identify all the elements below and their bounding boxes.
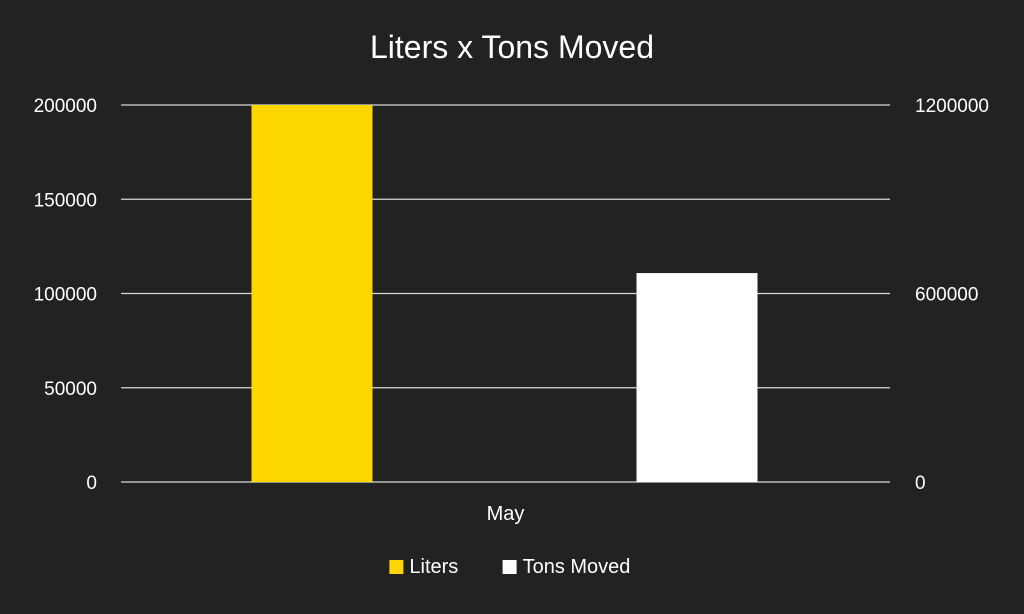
legend-swatch-liters	[389, 560, 404, 574]
x-category-label: May	[487, 503, 525, 525]
primary-y-tick-label: 100000	[34, 285, 97, 306]
bars	[251, 105, 758, 482]
legend-label-liters: Liters	[409, 556, 458, 578]
legend: Liters Tons Moved	[389, 556, 630, 578]
chart-title: Liters x Tons Moved	[370, 29, 654, 65]
bar-liters	[251, 105, 373, 482]
legend-label-tons-moved: Tons Moved	[523, 556, 631, 578]
primary-y-axis-ticks: 0 50000 100000 150000 200000	[34, 96, 97, 494]
primary-y-tick-label: 0	[86, 473, 97, 494]
primary-y-tick-label: 50000	[44, 379, 97, 400]
gridlines	[121, 104, 890, 483]
secondary-y-tick-label: 1200000	[915, 96, 989, 117]
primary-y-tick-label: 200000	[34, 96, 97, 117]
primary-y-tick-label: 150000	[34, 190, 97, 211]
secondary-y-tick-label: 600000	[915, 285, 978, 306]
secondary-y-tick-label: 0	[915, 473, 926, 494]
secondary-y-axis-ticks: 0 600000 1200000	[915, 96, 989, 494]
legend-swatch-tons-moved	[502, 560, 517, 574]
x-axis-category-labels: May	[487, 503, 525, 525]
bar-tons-moved	[636, 273, 758, 482]
